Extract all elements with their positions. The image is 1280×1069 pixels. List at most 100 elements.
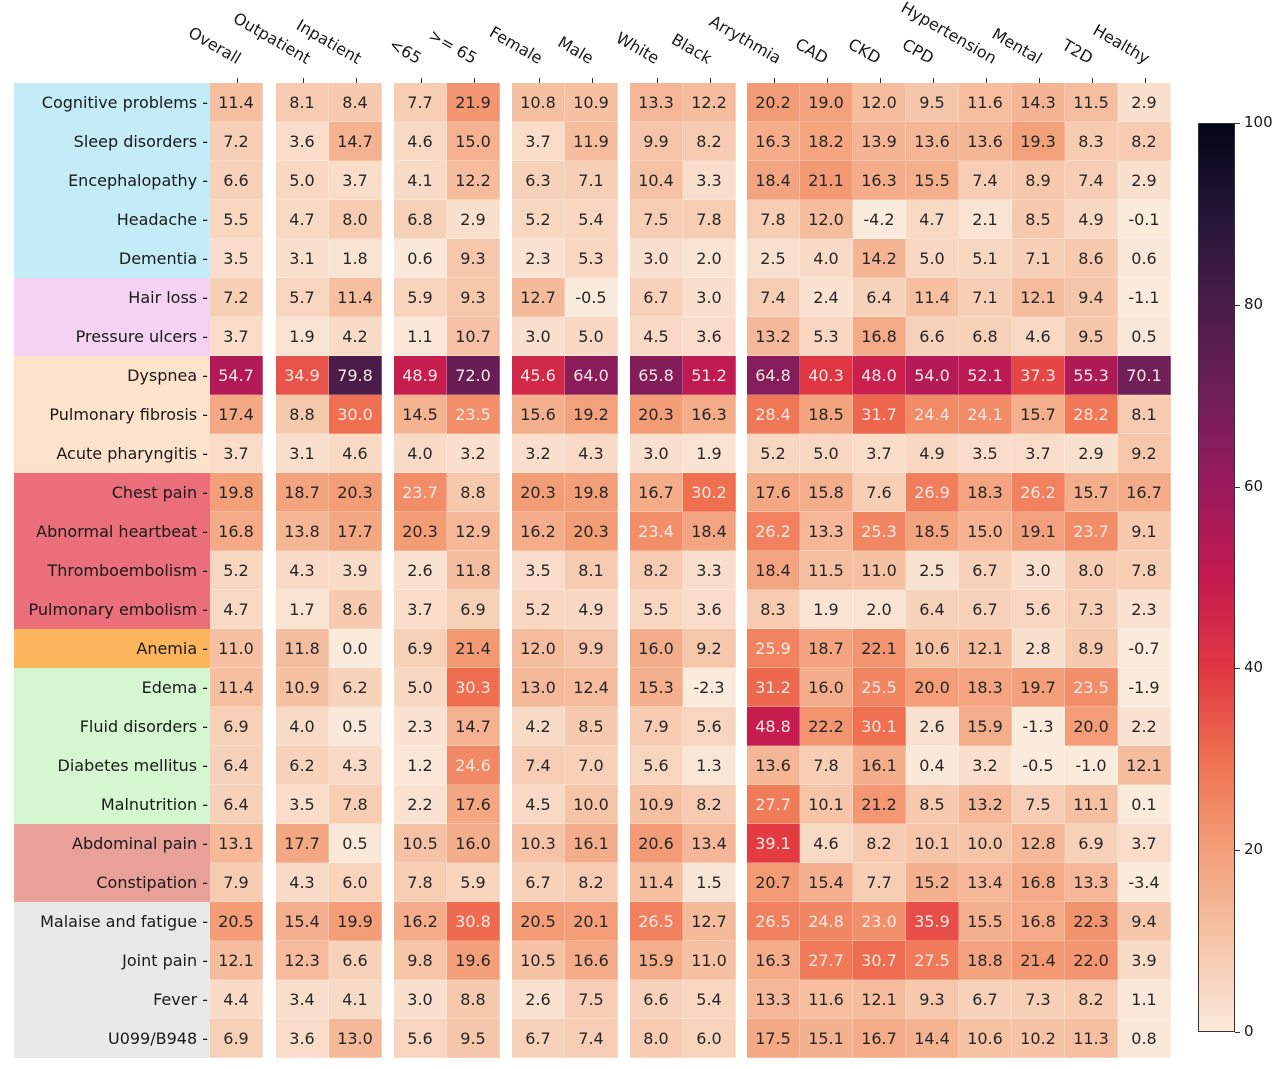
heatmap-cell: 8.4 bbox=[329, 83, 382, 122]
heatmap-cell: 3.2 bbox=[512, 434, 565, 473]
heatmap-cell: 10.7 bbox=[447, 317, 500, 356]
heatmap-cell: 0.6 bbox=[1118, 239, 1171, 278]
heatmap-cell: -1.3 bbox=[1012, 707, 1065, 746]
heatmap-cell: 11.5 bbox=[800, 551, 853, 590]
heatmap-cell: 26.2 bbox=[1012, 473, 1065, 512]
heatmap-cell: 12.2 bbox=[447, 161, 500, 200]
heatmap-cell: 14.4 bbox=[906, 1019, 959, 1058]
heatmap-cell: 13.4 bbox=[959, 863, 1012, 902]
heatmap-cell: 5.0 bbox=[276, 161, 329, 200]
heatmap-cell: 26.2 bbox=[747, 512, 800, 551]
heatmap-cell: 5.6 bbox=[683, 707, 736, 746]
heatmap-cell: 4.5 bbox=[630, 317, 683, 356]
heatmap-cell: -0.5 bbox=[1012, 746, 1065, 785]
column-tick bbox=[879, 78, 881, 83]
heatmap-cell: 6.4 bbox=[210, 746, 263, 785]
column-tick bbox=[932, 78, 934, 83]
heatmap-cell: 30.2 bbox=[683, 473, 736, 512]
colorbar-tick bbox=[1235, 304, 1240, 306]
heatmap-cell: 7.1 bbox=[565, 161, 618, 200]
heatmap-cell: 70.1 bbox=[1118, 356, 1171, 395]
heatmap-cell: 20.3 bbox=[630, 395, 683, 434]
heatmap-cell: 13.6 bbox=[747, 746, 800, 785]
heatmap-cell: 2.2 bbox=[1118, 707, 1171, 746]
heatmap-cell: 2.9 bbox=[447, 200, 500, 239]
column-tick bbox=[709, 78, 711, 83]
heatmap-cell: 1.2 bbox=[394, 746, 447, 785]
row-label: Fluid disorders - bbox=[79, 717, 208, 736]
row-label: Thromboembolism - bbox=[47, 561, 208, 580]
heatmap-cell: 4.6 bbox=[800, 824, 853, 863]
heatmap-cell: 51.2 bbox=[683, 356, 736, 395]
heatmap-cell: 19.1 bbox=[1012, 512, 1065, 551]
heatmap-cell: 11.8 bbox=[447, 551, 500, 590]
heatmap-cell: 8.5 bbox=[906, 785, 959, 824]
heatmap-cell: 6.9 bbox=[394, 629, 447, 668]
heatmap-cell: 4.7 bbox=[276, 200, 329, 239]
heatmap-cell: 3.7 bbox=[512, 122, 565, 161]
heatmap-cell: 7.4 bbox=[565, 1019, 618, 1058]
row-label: Chest pain - bbox=[111, 483, 208, 502]
heatmap-cell: 1.9 bbox=[276, 317, 329, 356]
row-label: Abdominal pain - bbox=[72, 834, 208, 853]
heatmap-cell: 64.0 bbox=[565, 356, 618, 395]
heatmap-cell: 7.8 bbox=[800, 746, 853, 785]
row-label: Pulmonary embolism - bbox=[28, 600, 208, 619]
heatmap-cell: 11.3 bbox=[1065, 1019, 1118, 1058]
heatmap-cell: 16.1 bbox=[853, 746, 906, 785]
heatmap-cell: 5.3 bbox=[800, 317, 853, 356]
heatmap-cell: 17.7 bbox=[276, 824, 329, 863]
row-label: Constipation - bbox=[96, 873, 208, 892]
heatmap-cell: 2.6 bbox=[906, 707, 959, 746]
heatmap-cell: 15.2 bbox=[906, 863, 959, 902]
heatmap-cell: 28.4 bbox=[747, 395, 800, 434]
heatmap-cell: 3.0 bbox=[630, 239, 683, 278]
heatmap-cell: 11.4 bbox=[906, 278, 959, 317]
heatmap-cell: 7.4 bbox=[1065, 161, 1118, 200]
row-group-band bbox=[14, 902, 210, 1058]
heatmap-cell: 0.0 bbox=[329, 629, 382, 668]
column-label: CAD bbox=[791, 34, 832, 68]
heatmap-cell: 16.6 bbox=[565, 941, 618, 980]
heatmap-cell: 5.4 bbox=[565, 200, 618, 239]
heatmap-cell: 3.5 bbox=[959, 434, 1012, 473]
column-label: White bbox=[612, 28, 663, 68]
heatmap-cell: 10.8 bbox=[512, 83, 565, 122]
heatmap-cell: 16.8 bbox=[1012, 863, 1065, 902]
row-label: Acute pharyngitis - bbox=[56, 444, 208, 463]
heatmap-cell: 3.6 bbox=[683, 590, 736, 629]
heatmap-cell: 8.1 bbox=[276, 83, 329, 122]
heatmap-cell: 7.4 bbox=[959, 161, 1012, 200]
heatmap-cell: 1.3 bbox=[683, 746, 736, 785]
heatmap-cell: 11.6 bbox=[800, 980, 853, 1019]
heatmap-cell: 4.9 bbox=[1065, 200, 1118, 239]
heatmap-cell: 20.5 bbox=[210, 902, 263, 941]
heatmap-cell: -0.1 bbox=[1118, 200, 1171, 239]
heatmap-cell: 9.9 bbox=[630, 122, 683, 161]
colorbar-tick bbox=[1235, 850, 1240, 852]
heatmap-cell: 10.5 bbox=[512, 941, 565, 980]
row-label: Cognitive problems - bbox=[41, 93, 208, 112]
heatmap-cell: 7.3 bbox=[1012, 980, 1065, 1019]
heatmap-cell: 19.8 bbox=[210, 473, 263, 512]
heatmap-cell: 8.2 bbox=[853, 824, 906, 863]
heatmap-cell: 6.6 bbox=[329, 941, 382, 980]
heatmap-cell: 4.9 bbox=[906, 434, 959, 473]
heatmap-cell: 7.3 bbox=[1065, 590, 1118, 629]
heatmap-cell: 10.9 bbox=[630, 785, 683, 824]
heatmap-cell: 26.9 bbox=[906, 473, 959, 512]
row-group-band bbox=[14, 83, 210, 278]
colorbar bbox=[1198, 123, 1235, 1032]
heatmap-cell: 7.1 bbox=[1012, 239, 1065, 278]
column-tick bbox=[302, 78, 304, 83]
heatmap-cell: 8.3 bbox=[747, 590, 800, 629]
row-group-band bbox=[14, 356, 210, 473]
heatmap-cell: 8.5 bbox=[565, 707, 618, 746]
heatmap-cell: 6.2 bbox=[329, 668, 382, 707]
heatmap-cell: 1.9 bbox=[800, 590, 853, 629]
heatmap-cell: 8.2 bbox=[1118, 122, 1171, 161]
heatmap-cell: 31.7 bbox=[853, 395, 906, 434]
heatmap-cell: 54.7 bbox=[210, 356, 263, 395]
heatmap-cell: 13.6 bbox=[959, 122, 1012, 161]
heatmap-cell: 16.2 bbox=[512, 512, 565, 551]
